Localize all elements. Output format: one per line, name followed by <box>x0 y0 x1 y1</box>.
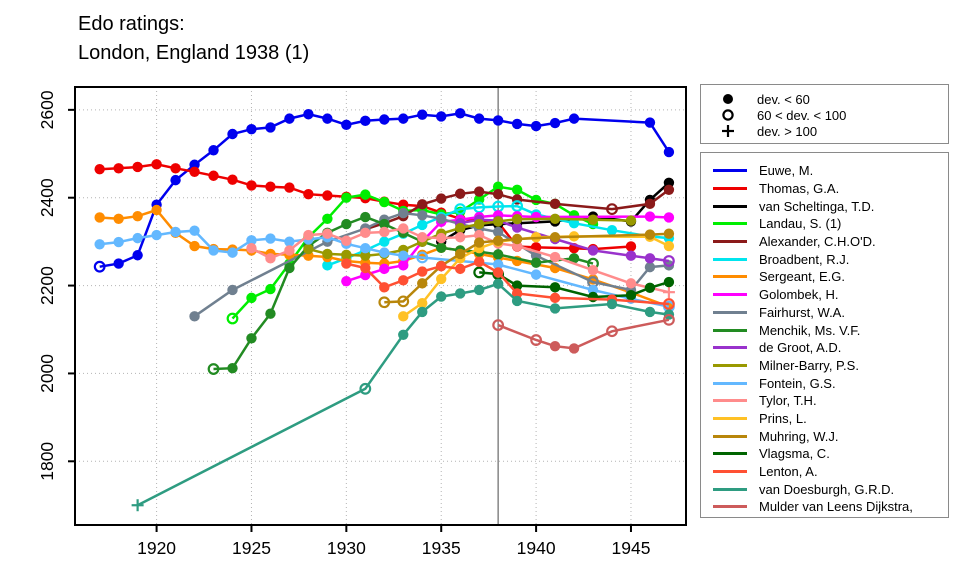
legend-color-swatch <box>713 275 747 279</box>
legend-player-name: Landau, S. (1) <box>759 216 842 232</box>
legend-color-swatch <box>713 240 747 244</box>
legend-color-swatch <box>713 487 747 491</box>
legend-player-name: Milner-Barry, P.S. <box>759 357 859 373</box>
axis-labels: 1920 1925 1930 1935 1940 1945 1800 2000 2200 2400… <box>37 90 650 558</box>
legend-player-name: van Doesburgh, G.R.D. <box>759 481 895 497</box>
series-mulder-van-leens-dijkstra- <box>492 313 675 354</box>
series-milner-barry-p-s- <box>303 213 637 261</box>
legend-color-swatch <box>713 328 747 332</box>
x-tick-label: 1930 <box>327 538 366 558</box>
marker-legend-label: dev. > 100 <box>757 123 818 139</box>
y-tick-label: 2000 <box>37 354 57 393</box>
player-legend-item: Menchik, Ms. V.F. <box>713 321 948 339</box>
legend-player-name: Golombek, H. <box>759 287 839 303</box>
x-tick-label: 1940 <box>517 538 556 558</box>
player-legend-item: Prins, L. <box>713 410 948 428</box>
player-legend: Euwe, M. Thomas, G.A. van Scheltinga, T.D.… <box>700 152 949 518</box>
player-legend-item: Muhring, W.J. <box>713 427 948 445</box>
x-tick-label: 1935 <box>422 538 461 558</box>
x-tick-label: 1920 <box>137 538 176 558</box>
player-legend-item: Broadbent, R.J. <box>713 250 948 268</box>
legend-player-name: Broadbent, R.J. <box>759 251 850 267</box>
legend-color-swatch <box>713 346 747 350</box>
player-legend-item: Lenton, A. <box>713 463 948 481</box>
open-circle-icon <box>713 108 743 122</box>
legend-player-name: Euwe, M. <box>759 163 814 179</box>
marker-legend-item: 60 < dev. < 100 <box>713 107 948 123</box>
legend-color-swatch <box>713 169 747 173</box>
x-tick-label: 1925 <box>232 538 271 558</box>
player-legend-item: Landau, S. (1) <box>713 215 948 233</box>
player-legend-item: Sergeant, E.G. <box>713 268 948 286</box>
legend-color-swatch <box>713 434 747 438</box>
player-legend-item: Fairhurst, W.A. <box>713 304 948 322</box>
legend-color-swatch <box>713 204 747 208</box>
legend-player-name: Prins, L. <box>759 410 807 426</box>
legend-color-swatch <box>713 399 747 403</box>
marker-legend: dev. < 60 60 < dev. < 100 dev. > 100 <box>700 84 949 144</box>
player-legend-item: Milner-Barry, P.S. <box>713 357 948 375</box>
player-legend-item: Alexander, C.H.O'D. <box>713 233 948 251</box>
legend-color-swatch <box>713 505 747 509</box>
series-tylor-t-h- <box>246 223 675 299</box>
legend-color-swatch <box>713 452 747 456</box>
player-legend-item: Fontein, G.S. <box>713 374 948 392</box>
legend-player-name: Alexander, C.H.O'D. <box>759 234 876 250</box>
player-legend-item: Golombek, H. <box>713 286 948 304</box>
legend-player-name: Fairhurst, W.A. <box>759 304 845 320</box>
legend-color-swatch <box>713 187 747 191</box>
marker-legend-label: 60 < dev. < 100 <box>757 107 847 123</box>
player-legend-item: Mulder van Leens Dijkstra, <box>713 498 948 516</box>
marker-legend-item: dev. < 60 <box>713 91 948 107</box>
y-tick-label: 2600 <box>37 90 57 129</box>
legend-player-name: van Scheltinga, T.D. <box>759 198 875 214</box>
player-legend-item: Thomas, G.A. <box>713 180 948 198</box>
y-tick-label: 2200 <box>37 266 57 305</box>
player-legend-item: van Doesburgh, G.R.D. <box>713 480 948 498</box>
legend-color-swatch <box>713 222 747 226</box>
legend-player-name: Tylor, T.H. <box>759 393 817 409</box>
player-legend-item: Vlagsma, C. <box>713 445 948 463</box>
legend-color-swatch <box>713 381 747 385</box>
legend-color-swatch <box>713 416 747 420</box>
legend-player-name: de Groot, A.D. <box>759 340 842 356</box>
legend-player-name: Fontein, G.S. <box>759 375 836 391</box>
legend-color-swatch <box>713 470 747 474</box>
legend-player-name: Vlagsma, C. <box>759 446 830 462</box>
legend-player-name: Menchik, Ms. V.F. <box>759 322 861 338</box>
chart-title: Edo ratings: London, England 1938 (1) <box>78 10 309 68</box>
marker-legend-label: dev. < 60 <box>757 91 810 107</box>
plus-icon <box>713 124 743 138</box>
legend-color-swatch <box>713 257 747 261</box>
series-euwe-m- <box>93 108 675 273</box>
legend-player-name: Sergeant, E.G. <box>759 269 845 285</box>
player-legend-item: Euwe, M. <box>713 162 948 180</box>
legend-player-name: Thomas, G.A. <box>759 181 840 197</box>
marker-legend-item: dev. > 100 <box>713 123 948 139</box>
y-tick-label: 2400 <box>37 178 57 217</box>
legend-player-name: Mulder van Leens Dijkstra, <box>759 499 913 515</box>
x-tick-label: 1945 <box>612 538 651 558</box>
series-lenton-a- <box>341 256 675 310</box>
chart-title-line1: Edo ratings: <box>78 13 185 35</box>
legend-player-name: Lenton, A. <box>759 464 818 480</box>
plot-border <box>74 86 687 526</box>
chart-title-line2: London, England 1938 (1) <box>78 42 310 64</box>
player-legend-item: Tylor, T.H. <box>713 392 948 410</box>
filled-circle-icon <box>713 92 743 106</box>
legend-color-swatch <box>713 310 747 314</box>
legend-player-name: Muhring, W.J. <box>759 428 839 444</box>
legend-color-swatch <box>713 293 747 297</box>
legend-color-swatch <box>713 363 747 367</box>
series-van-doesburgh-g-r-d- <box>131 278 675 512</box>
player-legend-item: van Scheltinga, T.D. <box>713 197 948 215</box>
y-tick-label: 1800 <box>37 442 57 481</box>
player-legend-item: de Groot, A.D. <box>713 339 948 357</box>
